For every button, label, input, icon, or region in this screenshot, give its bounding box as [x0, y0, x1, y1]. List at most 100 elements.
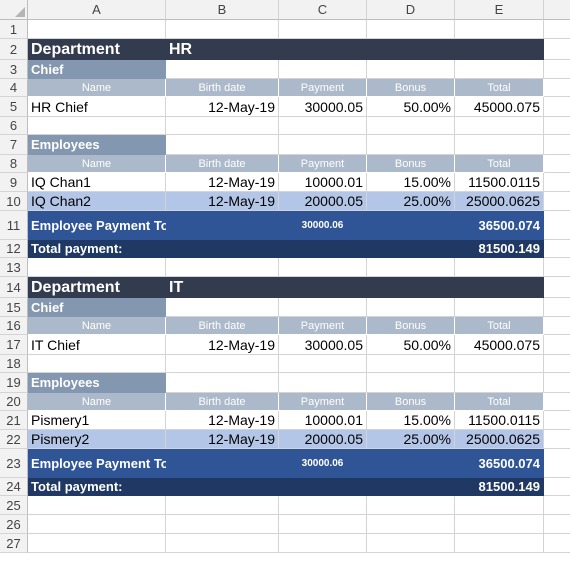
header-name[interactable]: Name	[28, 317, 166, 335]
cell[interactable]	[367, 277, 455, 298]
header-total[interactable]: Total	[455, 79, 544, 97]
cell[interactable]	[544, 192, 570, 211]
cell[interactable]	[367, 258, 455, 277]
select-all-corner[interactable]	[0, 0, 28, 20]
header-birth-date[interactable]: Birth date	[166, 317, 279, 335]
column-header-c[interactable]: C	[279, 0, 367, 20]
row-header[interactable]: 14	[0, 277, 28, 298]
column-header-f[interactable]	[544, 0, 570, 20]
row-header[interactable]: 6	[0, 117, 28, 135]
header-payment[interactable]: Payment	[279, 155, 367, 173]
row-header[interactable]: 19	[0, 373, 28, 393]
cell[interactable]	[455, 258, 544, 277]
person-name[interactable]: Pismery1	[28, 411, 166, 430]
cell[interactable]	[367, 117, 455, 135]
cell[interactable]	[455, 117, 544, 135]
cell[interactable]	[28, 534, 166, 553]
header-total[interactable]: Total	[455, 317, 544, 335]
birth-date[interactable]: 12-May-19	[166, 192, 279, 211]
person-name[interactable]: IT Chief	[28, 335, 166, 355]
cell[interactable]	[367, 20, 455, 39]
cell[interactable]	[544, 135, 570, 155]
row-header[interactable]: 2	[0, 39, 28, 60]
row-header[interactable]: 22	[0, 430, 28, 449]
cell[interactable]	[544, 173, 570, 192]
header-payment[interactable]: Payment	[279, 79, 367, 97]
cell[interactable]	[279, 20, 367, 39]
column-header-d[interactable]: D	[367, 0, 455, 20]
row-header[interactable]: 12	[0, 240, 28, 258]
cell[interactable]	[544, 97, 570, 117]
payment-total-value[interactable]: 30000.06	[279, 211, 367, 240]
row-header[interactable]: 27	[0, 534, 28, 553]
cell[interactable]	[28, 515, 166, 534]
column-header-a[interactable]: A	[28, 0, 166, 20]
row-header[interactable]: 25	[0, 496, 28, 515]
cell[interactable]	[279, 277, 367, 298]
payment-totals-label[interactable]: Employee Payment Totals:	[28, 449, 195, 478]
cell[interactable]	[367, 240, 455, 258]
chief-section-label[interactable]: Chief	[28, 60, 166, 79]
cell[interactable]	[367, 298, 455, 317]
row-header[interactable]: 5	[0, 97, 28, 117]
cell[interactable]	[166, 515, 279, 534]
header-birth-date[interactable]: Birth date	[166, 79, 279, 97]
payment-totals-label[interactable]: Employee Payment Totals:	[28, 211, 195, 240]
cell[interactable]	[367, 449, 455, 478]
total-payment-label[interactable]: Total payment:	[28, 240, 166, 258]
row-header[interactable]: 3	[0, 60, 28, 79]
column-header-e[interactable]: E	[455, 0, 544, 20]
payment-value[interactable]: 10000.01	[279, 411, 367, 430]
cell[interactable]	[455, 60, 544, 79]
person-name[interactable]: IQ Chan2	[28, 192, 166, 211]
payment-value[interactable]: 20000.05	[279, 430, 367, 449]
grand-total-value[interactable]: 81500.149	[455, 478, 544, 496]
cell[interactable]	[279, 515, 367, 534]
total-value[interactable]: 25000.0625	[455, 430, 544, 449]
row-header[interactable]: 4	[0, 79, 28, 97]
cell[interactable]	[166, 355, 279, 373]
cell[interactable]	[544, 496, 570, 515]
header-name[interactable]: Name	[28, 393, 166, 411]
cell[interactable]	[279, 135, 367, 155]
row-header[interactable]: 7	[0, 135, 28, 155]
cell[interactable]	[367, 373, 455, 393]
cell[interactable]	[279, 60, 367, 79]
cell[interactable]	[544, 240, 570, 258]
header-birth-date[interactable]: Birth date	[166, 155, 279, 173]
cell[interactable]	[166, 449, 279, 478]
cell[interactable]	[367, 60, 455, 79]
row-header[interactable]: 21	[0, 411, 28, 430]
cell[interactable]	[166, 117, 279, 135]
cell[interactable]	[166, 373, 279, 393]
bonus-value[interactable]: 15.00%	[367, 173, 455, 192]
cell[interactable]	[166, 60, 279, 79]
cell[interactable]	[367, 135, 455, 155]
cell[interactable]	[544, 430, 570, 449]
cell[interactable]	[455, 373, 544, 393]
row-header[interactable]: 8	[0, 155, 28, 173]
employees-section-label[interactable]: Employees	[28, 373, 166, 393]
header-birth-date[interactable]: Birth date	[166, 393, 279, 411]
row-header[interactable]: 23	[0, 449, 28, 478]
cell[interactable]	[544, 393, 570, 411]
cell[interactable]	[279, 534, 367, 553]
total-payment-label[interactable]: Total payment:	[28, 478, 166, 496]
row-header[interactable]: 10	[0, 192, 28, 211]
department-name[interactable]: IT	[166, 277, 279, 298]
total-total-value[interactable]: 36500.074	[455, 449, 544, 478]
payment-value[interactable]: 20000.05	[279, 192, 367, 211]
total-total-value[interactable]: 36500.074	[455, 211, 544, 240]
person-name[interactable]: Pismery2	[28, 430, 166, 449]
person-name[interactable]: HR Chief	[28, 97, 166, 117]
department-name[interactable]: HR	[166, 39, 279, 60]
header-name[interactable]: Name	[28, 155, 166, 173]
cell[interactable]	[544, 39, 570, 60]
cell[interactable]	[544, 373, 570, 393]
birth-date[interactable]: 12-May-19	[166, 430, 279, 449]
cell[interactable]	[544, 534, 570, 553]
department-label[interactable]: Department	[28, 277, 166, 298]
cell[interactable]	[455, 277, 544, 298]
cell[interactable]	[166, 478, 279, 496]
cell[interactable]	[279, 373, 367, 393]
